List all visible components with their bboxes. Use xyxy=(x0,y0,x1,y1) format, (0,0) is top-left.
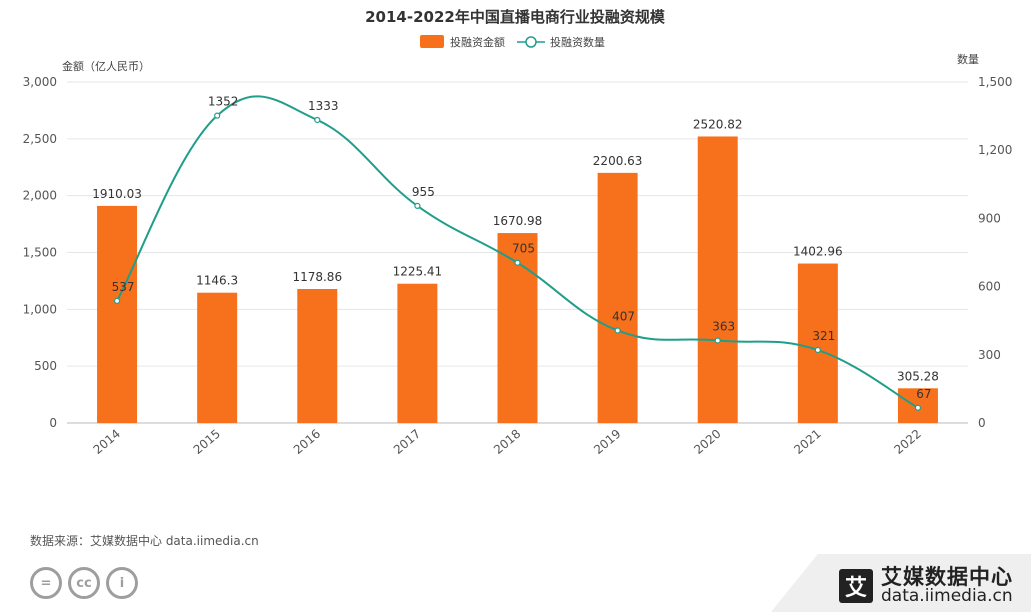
line-value-label: 537 xyxy=(112,280,135,294)
legend[interactable]: 投融资金额 投融资数量 xyxy=(420,35,605,49)
brand-url: data.iimedia.cn xyxy=(881,586,1013,607)
cc-icon: cc xyxy=(68,567,100,599)
line-point-2022 xyxy=(914,404,922,411)
bar-value-label: 1178.86 xyxy=(292,270,342,284)
bar-value-label: 2520.82 xyxy=(693,117,743,131)
line-value-label: 1333 xyxy=(308,99,339,113)
line-point-2021 xyxy=(814,346,821,354)
y-left-tick-label: 500 xyxy=(34,359,57,373)
y-left-tick-label: 1,500 xyxy=(23,246,57,260)
line-point-2020 xyxy=(714,337,721,344)
line-value-label: 67 xyxy=(916,387,931,401)
y-right-tick-label: 300 xyxy=(978,348,1001,362)
legend-line-marker xyxy=(525,36,537,48)
legend-line-label: 投融资数量 xyxy=(550,35,605,49)
y-right-tick-label: 1,500 xyxy=(978,75,1012,89)
x-tick-label: 2017 xyxy=(391,427,423,457)
y-right-tick-label: 0 xyxy=(978,416,986,430)
x-tick-label: 2022 xyxy=(891,427,923,457)
x-tick-label: 2015 xyxy=(191,427,223,457)
chart: 1910.03 1146.3 1178.86 1225.41 1670.98 2200.6… xyxy=(23,8,1013,457)
person-icon: i xyxy=(106,567,138,599)
brand-logo-icon: 艾 xyxy=(839,568,873,603)
line-value-label: 1352 xyxy=(208,95,239,109)
x-tick-label: 2016 xyxy=(291,427,323,457)
bar-2019 xyxy=(597,172,638,423)
bar-value-label: 1146.3 xyxy=(196,274,238,288)
bar-value-label: 1225.41 xyxy=(393,265,443,279)
line-value-label: 407 xyxy=(612,309,635,323)
line-point-2019 xyxy=(614,327,621,334)
line-point-2016 xyxy=(314,116,321,124)
bar-series xyxy=(97,136,938,423)
line-value-label: 363 xyxy=(712,319,735,333)
chart-title: 2014-2022年中国直播电商行业投融资规模 xyxy=(365,8,666,26)
legend-bar-label: 投融资金额 xyxy=(450,35,505,49)
bar-2016 xyxy=(297,289,338,423)
bar-value-label: 1670.98 xyxy=(493,214,543,228)
line-value-label: 955 xyxy=(412,185,435,199)
y-left-tick-label: 2,500 xyxy=(23,132,57,146)
bar-2015 xyxy=(197,292,238,423)
y-right-tick-label: 1,200 xyxy=(978,143,1012,157)
y-right-axis-label: 数量 xyxy=(957,53,979,66)
license-icons: = cc i xyxy=(30,567,138,599)
y-left-tick-label: 1,000 xyxy=(23,302,57,316)
y-left-tick-label: 3,000 xyxy=(23,75,57,89)
bar-value-label: 1910.03 xyxy=(92,187,142,201)
line-value-label: 705 xyxy=(512,242,535,256)
line-path xyxy=(116,95,919,409)
legend-bar-swatch xyxy=(420,35,444,48)
line-value-label: 321 xyxy=(812,329,835,343)
x-tick-label: 2018 xyxy=(491,427,523,457)
bar-value-label: 1402.96 xyxy=(793,245,843,259)
x-tick-label: 2019 xyxy=(591,427,623,457)
y-left-tick-label: 2,000 xyxy=(23,189,57,203)
y-right-tick-label: 900 xyxy=(978,211,1001,225)
bar-2020 xyxy=(697,136,738,423)
bar-2017 xyxy=(397,283,438,423)
equals-icon: = xyxy=(30,567,62,599)
line-series xyxy=(113,95,922,411)
y-left-axis-label: 金额（亿人民币） xyxy=(62,59,150,73)
x-tick-label: 2021 xyxy=(791,427,823,457)
y-right-tick-label: 600 xyxy=(978,280,1001,294)
x-tick-label: 2020 xyxy=(691,427,723,457)
brand-background xyxy=(771,554,1031,612)
bar-2014 xyxy=(97,205,138,423)
data-source: 数据来源：艾媒数据中心 data.iimedia.cn xyxy=(30,534,259,548)
line-point-2018 xyxy=(514,259,521,266)
bar-2021 xyxy=(797,263,838,423)
y-left-tick-label: 0 xyxy=(49,416,57,430)
bar-value-label: 2200.63 xyxy=(593,154,643,168)
line-point-2014 xyxy=(113,297,121,305)
line-point-2017 xyxy=(414,202,421,209)
brand-name: 艾媒数据中心 xyxy=(881,565,1013,589)
x-tick-label: 2014 xyxy=(91,427,123,457)
bar-value-label: 305.28 xyxy=(897,369,939,383)
data-labels: 1910.03 1146.3 1178.86 1225.41 1670.98 2200.6… xyxy=(92,95,939,401)
brand-logo-block: 艾 艾媒数据中心 data.iimedia.cn xyxy=(839,566,1013,606)
line-point-2015 xyxy=(214,112,221,119)
